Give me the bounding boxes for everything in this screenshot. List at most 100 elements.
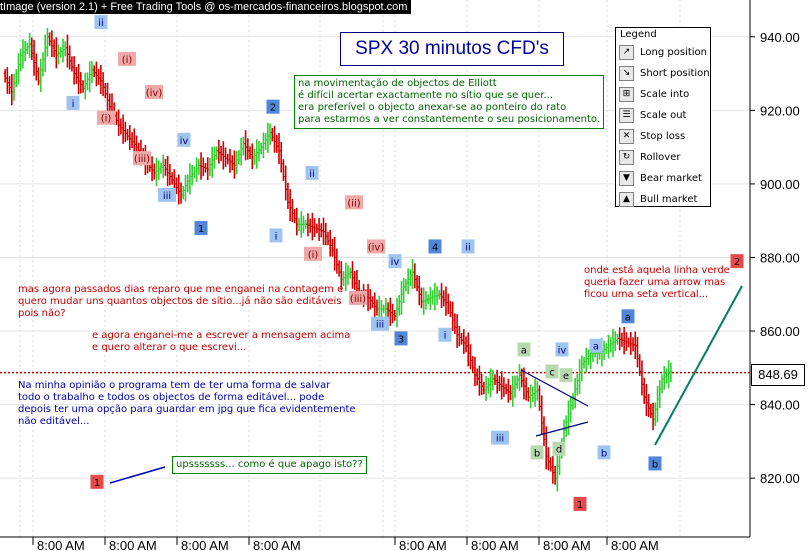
wave-label-box — [545, 364, 559, 379]
wave-label-text: iv — [558, 345, 567, 356]
wave-label[interactable]: c — [545, 364, 559, 379]
wave-label[interactable]: b — [530, 445, 544, 460]
wave-label[interactable]: i — [66, 95, 80, 110]
wave-label[interactable]: 1 — [90, 474, 104, 489]
triangle-upper-line[interactable] — [520, 369, 589, 407]
wave-label-box — [438, 327, 452, 342]
y-tick-label: 820.00 — [760, 471, 800, 486]
wave-label-box — [177, 132, 191, 147]
wave-label-box — [94, 15, 108, 30]
legend-item[interactable]: ⊞ Scale into — [619, 86, 689, 103]
x-tick-label: 8:00 AM — [181, 538, 229, 551]
wave-label[interactable]: i — [438, 327, 452, 342]
wave-label-box — [367, 239, 385, 254]
x-tick-label: 8:00 AM — [253, 538, 301, 551]
legend-item[interactable]: ↻ Rollover — [619, 149, 680, 166]
wave-label[interactable]: 1 — [194, 221, 208, 236]
wave-label[interactable]: iii — [491, 430, 509, 445]
wave-label[interactable]: ii — [305, 165, 319, 180]
wave-label[interactable]: (iii) — [133, 151, 151, 166]
app-caption-bar: tImage (version 2.1) + Free Trading Tool… — [0, 0, 412, 14]
wave-label[interactable]: 4 — [428, 239, 442, 254]
x-tick-label: 8:00 AM — [543, 538, 591, 551]
note-elliott[interactable]: na movimentação de objectos de Elliott é… — [294, 75, 605, 129]
legend-label: Rollover — [640, 152, 681, 163]
note-mistake[interactable]: mas agora passados dias reparo que me en… — [18, 284, 344, 319]
wave-label-text: (iii) — [134, 154, 150, 165]
legend-item[interactable]: ☰ Scale out — [619, 107, 686, 124]
wave-label[interactable]: e — [559, 368, 573, 383]
short-position-icon: ↘ — [619, 66, 634, 81]
wave-label[interactable]: b — [648, 456, 662, 471]
wave-label-box — [730, 254, 744, 269]
wave-label[interactable]: iii — [371, 316, 389, 331]
app-caption: tImage (version 2.1) + Free Trading Tool… — [0, 1, 408, 13]
wave-label[interactable]: ii — [94, 15, 108, 30]
note-message[interactable]: e agora enganei-me a escrever a mensagem… — [92, 330, 351, 353]
wave-label-text: b — [652, 459, 658, 470]
wave-label[interactable]: iii — [158, 187, 176, 202]
wave-label[interactable]: iv — [555, 342, 569, 357]
wave-label-text: (iv) — [146, 88, 163, 99]
wave-label[interactable]: (i) — [97, 110, 115, 125]
wave-label[interactable]: iv — [177, 132, 191, 147]
legend-label: Scale into — [640, 89, 690, 100]
wave-label[interactable]: (i) — [304, 246, 322, 261]
note-arrow[interactable]: onde está aquela linha verde queria faze… — [584, 265, 730, 300]
wave-label-box — [145, 84, 163, 99]
wave-label[interactable]: (iii) — [349, 290, 367, 305]
wave-label-text: iv — [391, 257, 400, 268]
wave-label-box — [491, 430, 509, 445]
y-tick-label: 940.00 — [760, 30, 800, 45]
legend-item[interactable]: ▲ Bull market — [619, 191, 697, 208]
drawn-line[interactable] — [109, 466, 166, 484]
wave-label[interactable]: 2 — [730, 254, 744, 269]
trend-line[interactable] — [654, 285, 743, 446]
wave-label[interactable]: a — [621, 309, 635, 324]
wave-label[interactable]: ii — [461, 239, 475, 254]
y-tick-label: 880.00 — [760, 250, 800, 265]
triangle-lower-line[interactable] — [535, 421, 589, 437]
wave-label-box — [118, 51, 136, 66]
wave-label-text: (i) — [122, 55, 133, 66]
wave-label-box — [304, 246, 322, 261]
scale-out-icon: ☰ — [619, 108, 634, 123]
legend-item[interactable]: ↘ Short position — [619, 65, 710, 82]
wave-label-text: 1 — [198, 224, 204, 235]
wave-label[interactable]: 2 — [266, 99, 280, 114]
bear-market-icon: ▼ — [619, 171, 634, 186]
chart-title[interactable]: SPX 30 minutos CFD's — [340, 32, 564, 66]
wave-label-box — [158, 187, 176, 202]
wave-label-text: a — [521, 345, 527, 356]
wave-label[interactable]: b — [597, 445, 611, 460]
wave-label-text: (ii) — [347, 198, 360, 209]
wave-label[interactable]: i — [269, 228, 283, 243]
wave-label[interactable]: 1 — [573, 496, 587, 511]
legend-label: Bull market — [640, 194, 698, 205]
wave-label-box — [559, 368, 573, 383]
wave-label[interactable]: d — [552, 441, 566, 456]
note-opinion[interactable]: Na minha opinião o programa tem de ter u… — [18, 380, 356, 427]
drawn-lines — [109, 285, 743, 484]
legend-item[interactable]: ✕ Stop loss — [619, 128, 685, 145]
x-axis: 8:00 AM 8:00 AM 8:00 AM 8:00 AM 8:00 AM 8:00 … — [0, 536, 750, 551]
wave-label-box — [461, 239, 475, 254]
wave-label[interactable]: (iv) — [145, 84, 163, 99]
note-oops[interactable]: upsssssss... como é que apago isto?? — [172, 456, 367, 474]
wave-label-text: (iv) — [368, 242, 385, 253]
wave-label-box — [90, 474, 104, 489]
wave-label[interactable]: iv — [388, 254, 402, 269]
price-bars — [3, 27, 673, 492]
wave-label[interactable]: 3 — [394, 331, 408, 346]
legend-item[interactable]: ↗ Long position — [619, 44, 707, 61]
wave-label[interactable]: a — [589, 338, 603, 353]
wave-label[interactable]: (iv) — [367, 239, 385, 254]
legend-item[interactable]: ▼ Bear market — [619, 170, 702, 187]
wave-label-box — [621, 309, 635, 324]
legend-label: Scale out — [640, 110, 687, 121]
wave-label[interactable]: (i) — [118, 51, 136, 66]
wave-label[interactable]: a — [517, 342, 531, 357]
wave-labels: iii(i)(i)(iv)(iii)iviii12iii(i)(ii)(iv)i… — [66, 15, 744, 511]
wave-label[interactable]: (ii) — [345, 195, 363, 210]
wave-label-text: 4 — [432, 242, 438, 253]
